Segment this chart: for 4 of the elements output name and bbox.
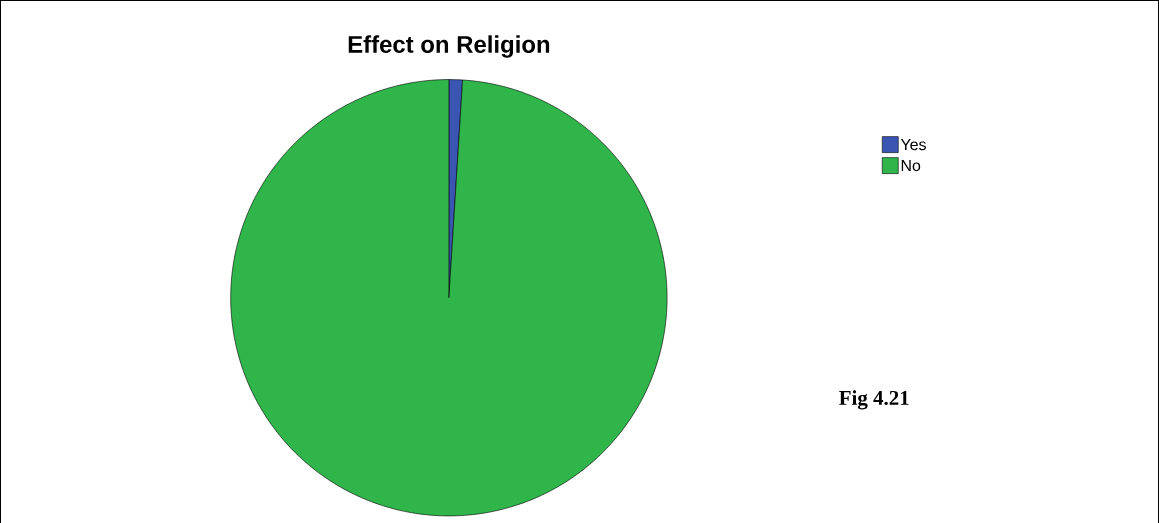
- legend-label: Yes: [900, 138, 926, 150]
- legend-label: No: [901, 159, 921, 171]
- chart-title: Effect on Religion: [348, 35, 550, 58]
- caption: Fig 4.21: [839, 390, 909, 410]
